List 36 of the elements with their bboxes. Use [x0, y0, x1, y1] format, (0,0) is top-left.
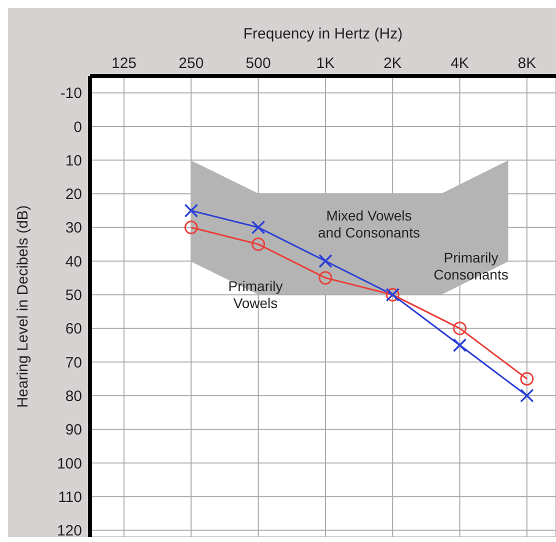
- y-tick-label: 30: [65, 220, 82, 237]
- annotation: Primarily Vowels: [228, 278, 283, 311]
- point: [452, 338, 467, 352]
- point: [252, 238, 266, 251]
- x-axis-title: Frequency in Hertz (Hz): [243, 26, 403, 43]
- point: [318, 271, 332, 285]
- x-tick-label: 4K: [450, 55, 469, 72]
- y-tick-label: 60: [65, 320, 82, 338]
- point: [184, 220, 198, 234]
- point: [453, 322, 467, 336]
- y-tick-label: 100: [56, 455, 82, 472]
- x-tick-label: 2K: [383, 55, 402, 72]
- y-tick-label: 0: [74, 118, 82, 136]
- y-axis-title: Hearing Level in Decibels (dB): [14, 205, 32, 408]
- point: [318, 254, 332, 268]
- x-tick-label: 1K: [316, 55, 335, 72]
- y-tick-label: -10: [60, 85, 82, 102]
- y-tick-label: 10: [65, 152, 82, 170]
- point: [520, 372, 534, 386]
- y-tick-label: 120: [56, 522, 82, 540]
- annotation: Primarily Consonants: [434, 250, 508, 282]
- y-tick-label: 70: [65, 354, 82, 372]
- y-tick-label: 80: [65, 388, 82, 405]
- x-tick-label: 250: [178, 55, 204, 72]
- point: [184, 204, 198, 218]
- y-tick-label: 20: [65, 186, 82, 204]
- y-tick-label: 40: [65, 253, 82, 270]
- y-tick-label: 50: [65, 287, 82, 304]
- x-tick-label: 500: [246, 55, 271, 72]
- annotation: Mixed Vowels and Consonants: [318, 208, 420, 240]
- y-tick-label: 90: [65, 422, 82, 439]
- x-tick-label: 125: [111, 55, 137, 72]
- point: [520, 388, 534, 403]
- x-tick-label: 8K: [518, 55, 536, 72]
- y-tick-label: 110: [58, 488, 82, 506]
- point: [251, 220, 266, 234]
